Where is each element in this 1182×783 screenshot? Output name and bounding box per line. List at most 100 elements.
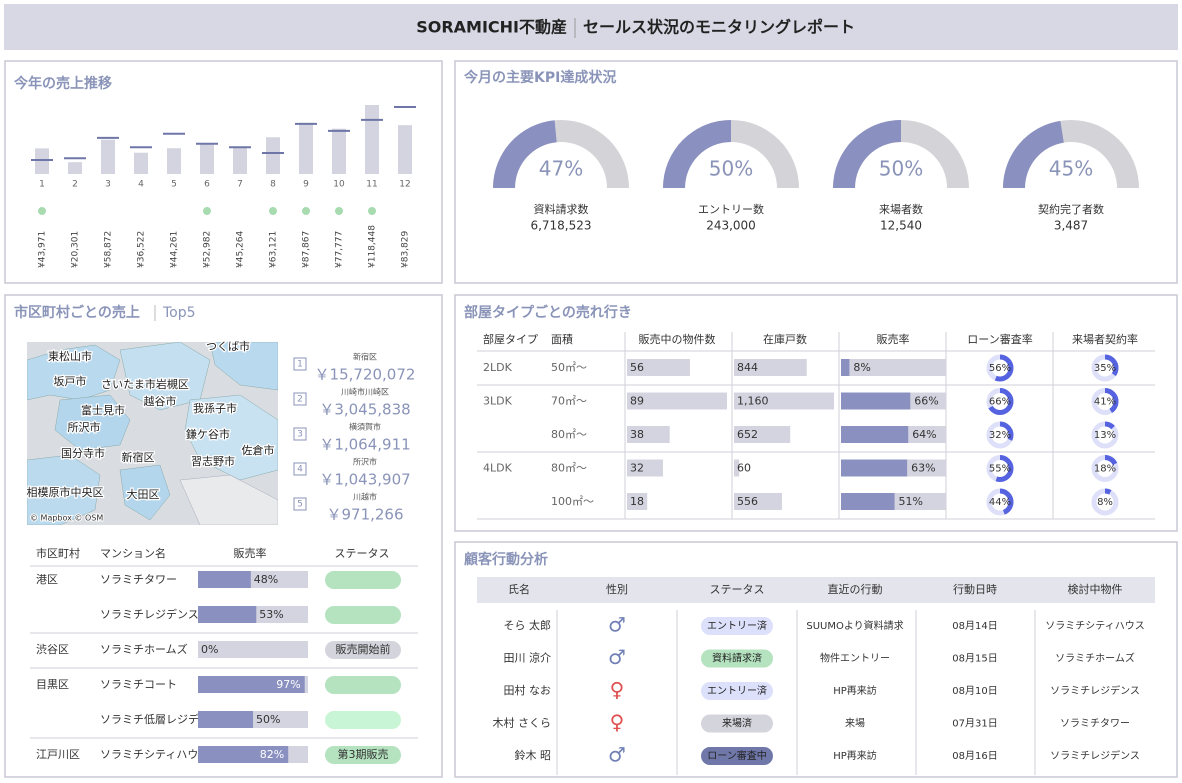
rate-label: 64% [912,428,936,441]
table-header: マンション名 [100,546,166,560]
city: 川崎市川崎区 [341,387,389,397]
panel-title: 今月の主要KPI達成状況 [463,69,616,86]
rank: 2 [297,395,303,405]
status: ローン審査中 [707,749,767,762]
customer-name: 田川 涼介 [504,651,552,665]
x-tick-label: 9 [303,180,309,190]
table-header: 検討中物件 [1068,582,1123,596]
date: 08月15日 [952,653,997,665]
customer-name: 木村 さくら [493,716,552,730]
panel-title: 顧客行動分析 [464,551,548,568]
gender: ♀ [610,678,625,702]
gender: ♂ [608,645,626,669]
kpi-count: 243,000 [706,219,756,233]
rate-bar [198,606,257,623]
rank: 5 [297,500,303,510]
property-name: ソラミチホームズ [100,642,188,656]
ring-label: 8% [1097,497,1113,508]
table-header: 性別 [606,582,628,596]
bar [233,147,247,174]
rate-label: 48% [254,573,278,586]
customer-name: 鈴木 昭 [515,748,552,762]
rank-box [293,462,307,476]
bar [167,148,181,174]
bar [332,128,346,174]
panel-title: 今年の売上推移 [13,75,112,92]
gauge-label: 50% [879,157,923,181]
stock-bar [734,493,782,510]
ring-label: 66% [989,397,1011,408]
rate-bar [198,711,253,728]
rate-label: 53% [259,608,283,621]
map-label: つくば市 [206,339,250,353]
ring-fill [1091,388,1119,415]
kpi-name: 資料請求数 [534,202,589,216]
stock-label: 60 [737,462,751,475]
map-sea [179,474,278,525]
bar [134,152,148,174]
status-pill [701,714,773,733]
bar [398,125,412,174]
map-label: 越谷市 [144,394,177,408]
bar [101,139,115,174]
ring-label: 41% [1094,397,1116,408]
ring-label: 44% [989,497,1011,508]
action: HP再来訪 [833,749,877,762]
sales: ￥3,045,838 [319,401,410,419]
achieved-dot [38,207,46,215]
ring-fill [986,421,1014,449]
sales: ￥15,720,072 [315,366,416,384]
x-tick-label: 11 [366,180,377,190]
bar [266,137,280,174]
property: ソラミチレジデンス [1050,684,1140,697]
panel [454,294,1178,532]
rate-label: 51% [899,495,923,508]
map-region [209,342,278,391]
panel-title: 部屋タイプごとの売れ行き [464,304,632,321]
status: エントリー済 [707,684,767,697]
rate-bar [841,493,895,510]
stock-label: 844 [737,361,758,374]
customer-name: 田村 なお [504,683,552,697]
status: 販売開始前 [336,642,391,656]
rate-label: 0% [201,643,218,656]
ring-fill [986,354,1014,382]
value-label: ¥83,829 [401,231,411,268]
status: 第3期販売 [338,747,389,761]
property: ソラミチシティハウス [1045,620,1144,632]
table-header: 市区町村 [36,546,80,560]
status: 来場済 [722,717,752,730]
table-header: 部屋タイプ [483,332,538,346]
table-header-bar [477,577,1155,603]
map-region [27,454,101,525]
sales: ￥971,266 [326,506,403,524]
x-tick-label: 4 [138,180,144,190]
ring-fill [986,455,1014,482]
room-type: 3LDK [483,395,513,408]
city: 新宿区 [353,352,377,362]
x-tick-label: 3 [105,180,111,190]
value-label: ¥58,872 [104,231,114,268]
kpi-count: 12,540 [880,219,922,233]
kpi-count: 3,487 [1054,219,1088,233]
report-title: セールス状況のモニタリングレポート [583,18,855,37]
property: ソラミチレジデンス [1050,749,1140,762]
area: 50㎡〜 [551,361,587,374]
area: 70㎡〜 [551,395,587,408]
table-header: 在庫戸数 [763,332,807,346]
map-credit: © Mapbox © OSM [30,514,103,523]
map-label: 国分寺市 [61,446,105,460]
value-label: ¥20,301 [71,231,81,268]
rank-box [293,392,307,406]
action: 物件エントリー [820,652,890,665]
rate-bar [841,392,911,410]
stock-label: 556 [737,495,758,508]
brand: SORAMICHI不動産 [416,18,567,37]
map-label: 東松山市 [48,349,92,363]
gauge-label: 50% [709,157,753,181]
achieved-dot [335,207,343,215]
map-label: 鎌ケ谷市 [186,427,230,441]
rank: 1 [297,360,303,370]
city: 横須賀市 [349,422,381,432]
